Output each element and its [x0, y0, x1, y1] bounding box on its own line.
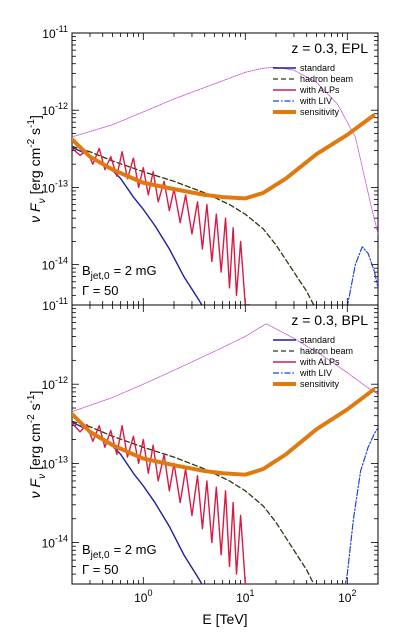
series-with-alps — [72, 147, 251, 305]
series-intrinsic — [72, 323, 378, 413]
bfield-label: Bjet,0 = 2 mG — [82, 542, 157, 561]
y-tick-label: 10-14 — [42, 256, 68, 273]
legend-label: hadron beam — [300, 74, 353, 84]
x-axis-label: E [TeV] — [202, 611, 247, 627]
plot-frame — [71, 304, 379, 585]
series-group — [72, 66, 378, 305]
panel-annotation: z = 0.3, BPL — [291, 312, 368, 328]
series-with-liv — [344, 427, 378, 584]
gamma-label: Γ = 50 — [82, 562, 118, 577]
y-tick-label: 10-13 — [42, 454, 68, 471]
legend-label: hadron beam — [300, 346, 353, 356]
legend-label: with ALPs — [299, 85, 340, 95]
ticks — [71, 32, 379, 306]
series-sensitivity — [72, 387, 376, 477]
y-axis-label: ν Fν[erg cm-2 s-1] — [26, 115, 48, 223]
bfield-label: Bjet,0 = 2 mG — [82, 263, 157, 282]
y-axis-label: ν Fν[erg cm-2 s-1] — [26, 391, 48, 499]
legend-label: standard — [300, 335, 335, 345]
legend-label: standard — [300, 63, 335, 73]
x-tick-label: 101 — [236, 588, 254, 605]
legend-label: with ALPs — [299, 357, 340, 367]
y-tick-label: 10-13 — [42, 178, 68, 195]
ticks — [71, 304, 379, 585]
series-group — [72, 323, 378, 584]
gamma-label: Γ = 50 — [82, 283, 118, 298]
series-intrinsic — [72, 66, 378, 235]
panel-bottom: 10-11 10-12 10-13 10-14 z = 0.3, BPL standard… — [26, 296, 379, 585]
y-tick-label: 10-11 — [42, 24, 68, 41]
legend-label: with LIV — [299, 368, 332, 378]
x-tick-label: 102 — [338, 588, 356, 605]
legend-label: with LIV — [299, 96, 332, 106]
x-tick-label: 100 — [134, 588, 152, 605]
series-with-alps — [72, 422, 251, 584]
legend-label: sensitivity — [300, 379, 340, 389]
panel-top: 10-11 10-12 10-13 10-14 z = 0.3, EPL standard… — [26, 24, 379, 306]
y-tick-label: 10-14 — [42, 534, 68, 551]
series-sensitivity — [72, 113, 376, 201]
y-tick-label: 10-11 — [42, 296, 68, 313]
series-with-liv — [347, 246, 378, 305]
panel-annotation: z = 0.3, EPL — [291, 40, 368, 56]
legend-label: sensitivity — [300, 107, 340, 117]
y-tick-label: 10-12 — [42, 101, 68, 118]
y-tick-label: 10-12 — [42, 375, 68, 392]
